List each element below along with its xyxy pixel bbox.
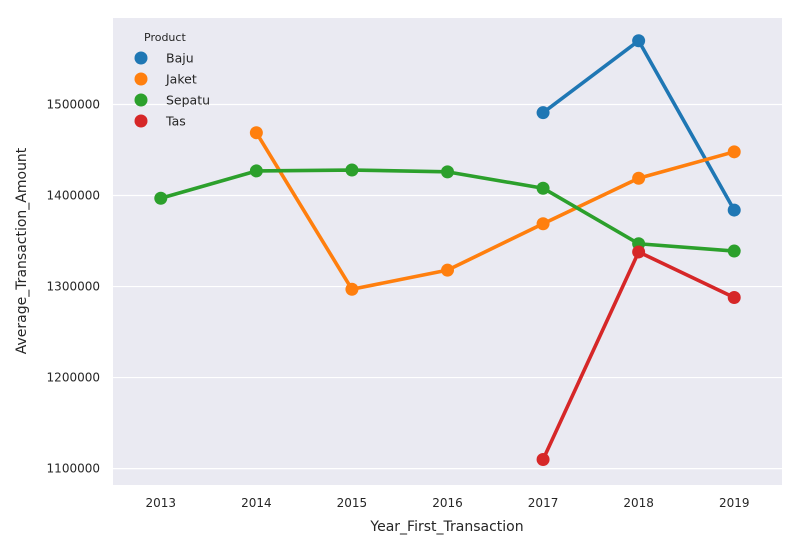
data-point bbox=[727, 145, 741, 159]
data-point bbox=[536, 453, 550, 467]
legend-label: Baju bbox=[166, 51, 194, 66]
legend-label: Jaket bbox=[165, 72, 197, 87]
series-baju bbox=[536, 34, 741, 217]
x-tick-label: 2017 bbox=[528, 496, 559, 510]
series-line bbox=[254, 130, 737, 292]
legend-label: Sepatu bbox=[166, 93, 210, 108]
tick-labels: 1100000 1200000 1300000 1400000 1500000 2013 2… bbox=[47, 97, 750, 510]
y-tick-label: 1400000 bbox=[47, 189, 100, 203]
legend: Product Baju Jaket Sepatu Tas bbox=[134, 31, 210, 129]
legend-marker bbox=[134, 114, 148, 128]
series-sepatu bbox=[154, 163, 741, 258]
x-tick-label: 2014 bbox=[241, 496, 272, 510]
data-point bbox=[632, 171, 646, 185]
data-point bbox=[727, 203, 741, 217]
data-point bbox=[249, 126, 263, 140]
data-point bbox=[727, 244, 741, 258]
legend-marker bbox=[134, 51, 148, 65]
y-tick-label: 1500000 bbox=[47, 97, 100, 111]
y-tick-label: 1300000 bbox=[47, 280, 100, 294]
data-point bbox=[632, 34, 646, 48]
x-axis-label: Year_First_Transaction bbox=[369, 519, 523, 535]
data-point bbox=[249, 164, 263, 178]
data-point bbox=[727, 290, 741, 304]
x-tick-label: 2013 bbox=[146, 496, 177, 510]
x-tick-label: 2015 bbox=[337, 496, 368, 510]
data-point bbox=[345, 282, 359, 296]
x-tick-label: 2016 bbox=[432, 496, 463, 510]
data-point bbox=[536, 106, 550, 120]
legend-title: Product bbox=[144, 31, 186, 44]
series-layer bbox=[154, 34, 741, 467]
y-axis-label: Average_Transaction_Amount bbox=[14, 147, 30, 354]
series-jaket bbox=[249, 126, 741, 296]
data-point bbox=[536, 181, 550, 195]
data-point bbox=[536, 217, 550, 231]
data-point bbox=[154, 191, 168, 205]
x-tick-label: 2019 bbox=[719, 496, 750, 510]
y-tick-label: 1200000 bbox=[47, 371, 100, 385]
legend-marker bbox=[134, 72, 148, 86]
data-point bbox=[441, 165, 454, 179]
grid-lines bbox=[113, 103, 782, 470]
legend-label: Tas bbox=[165, 114, 186, 129]
legend-marker bbox=[134, 93, 148, 107]
y-tick-label: 1100000 bbox=[47, 462, 100, 476]
data-point bbox=[345, 163, 359, 177]
series-tas bbox=[536, 245, 741, 467]
x-tick-label: 2018 bbox=[623, 496, 654, 510]
data-point bbox=[441, 263, 454, 277]
data-point bbox=[632, 245, 646, 259]
plot-background bbox=[113, 18, 782, 485]
